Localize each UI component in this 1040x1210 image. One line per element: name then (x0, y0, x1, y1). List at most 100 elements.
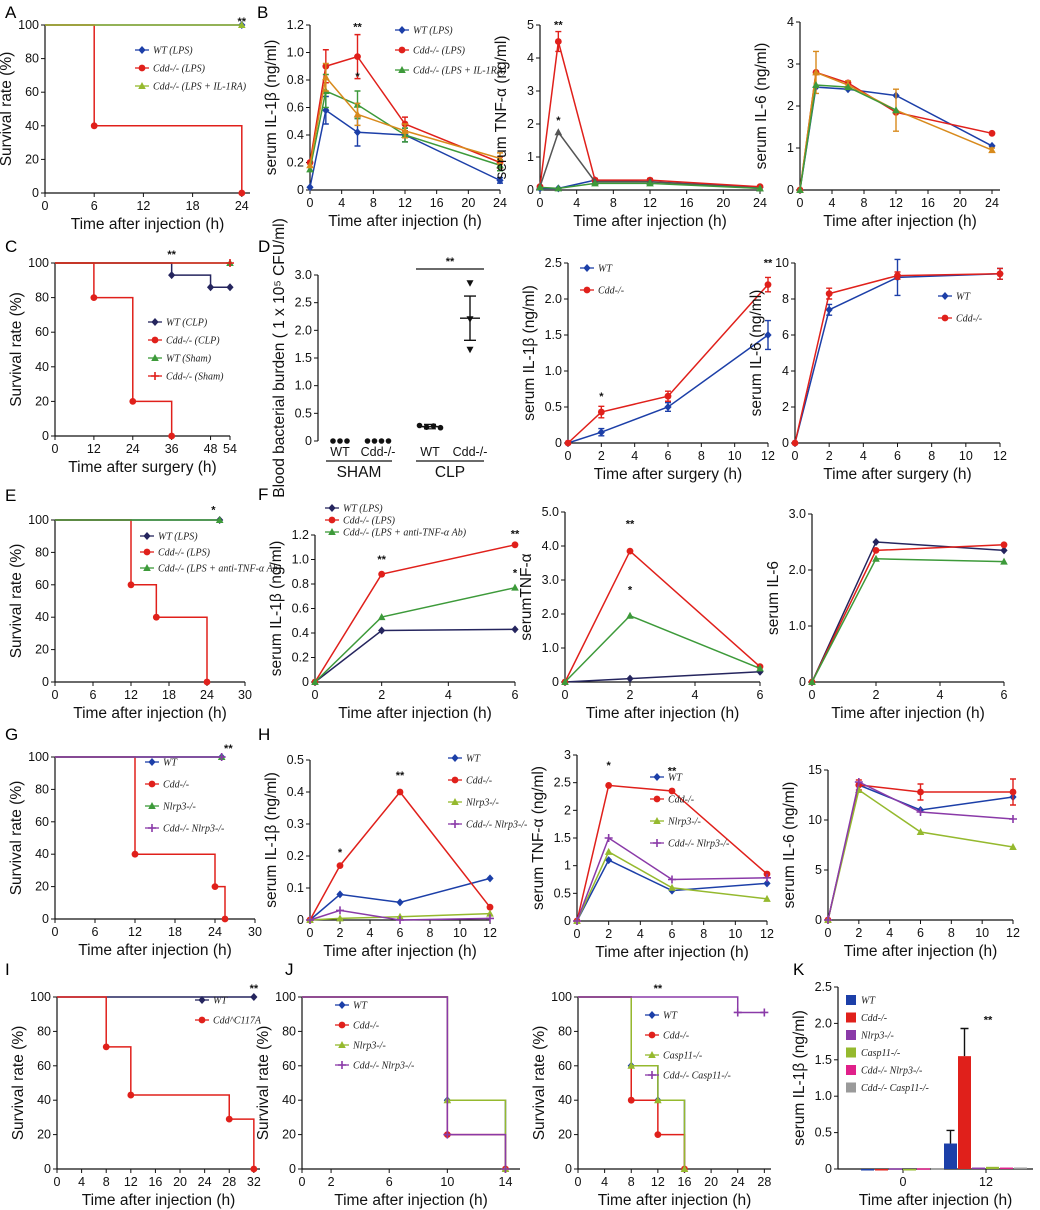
data-point (1009, 843, 1017, 850)
data-point (102, 1043, 110, 1051)
x-tick-label: 6 (669, 927, 676, 941)
legend-label: Cdd-/- (163, 780, 189, 791)
y-tick-label: 40 (35, 610, 49, 624)
x-tick-label: 24 (985, 196, 999, 210)
x-tick-label: 6 (386, 1175, 393, 1189)
series-line (302, 996, 507, 1169)
x-tick-label: 10 (728, 927, 742, 941)
y-tick-label: 0 (44, 1162, 51, 1176)
bar (986, 1166, 999, 1169)
data-point (626, 611, 634, 619)
data-point (763, 879, 771, 888)
significance-mark: * (211, 505, 216, 517)
data-point (322, 73, 330, 81)
x-tick-label: 20 (716, 196, 730, 210)
legend-label: Casp11-/- (861, 1048, 900, 1059)
significance-mark: ** (668, 765, 677, 777)
significance-mark: * (599, 391, 604, 403)
y-tick-label: 0 (799, 675, 806, 689)
data-point (90, 122, 98, 130)
x-tick-label: 0 (809, 688, 816, 702)
data-point (131, 850, 139, 858)
data-point (215, 516, 224, 523)
y-tick-label: 2 (782, 400, 789, 414)
data-point (443, 1130, 452, 1139)
x-tick-label: 6 (757, 688, 764, 702)
data-point (627, 1061, 636, 1069)
y-tick-label: 60 (37, 1059, 51, 1073)
x-tick-label: 0 (825, 926, 832, 940)
x-tick-label: 0 (42, 199, 49, 213)
legend-label: Cdd-/- (598, 286, 624, 297)
y-tick-label: 60 (25, 85, 39, 99)
series (824, 778, 1017, 924)
series (311, 541, 519, 686)
data-point (211, 883, 219, 890)
legend-symbol-marker (143, 548, 151, 556)
x-tick-label: 12 (1006, 926, 1020, 940)
x-tick-label: 36 (165, 442, 179, 456)
y-tick-label: 3.0 (789, 507, 806, 521)
legend-label: Cdd-/- (956, 314, 982, 325)
y-tick-label: 0.4 (287, 785, 304, 799)
y-tick-label: 20 (282, 1128, 296, 1142)
chart-panel-h2: 0 0.5 1 1.5 2 2.5 3 0 2 4 6 8 10 12 Time after injecti… (530, 748, 774, 961)
data-point (664, 403, 672, 411)
data-point (306, 165, 314, 173)
series-line (55, 756, 226, 919)
x-tick-label: 16 (148, 1175, 162, 1189)
y-tick-label: 2.5 (295, 296, 312, 310)
y-tick-label: 1.5 (295, 351, 312, 365)
y-tick-label: 60 (282, 1059, 296, 1073)
series (55, 756, 229, 923)
series (311, 583, 519, 685)
significance-mark: ** (250, 983, 259, 995)
x-axis-label: Time after injection (h) (823, 213, 977, 230)
significance-mark: * (556, 115, 561, 127)
series-line (302, 996, 507, 1169)
y-tick-label: 0.5 (815, 1126, 832, 1140)
y-tick-label: 20 (37, 1128, 51, 1142)
legend-label: Cdd-/- (353, 1021, 379, 1032)
series (302, 996, 510, 1173)
data-point (206, 283, 215, 292)
data-point (812, 81, 820, 88)
y-tick-label: 2.0 (545, 292, 562, 306)
series (564, 276, 772, 447)
series-line (309, 912, 491, 921)
y-tick-label: 80 (25, 52, 39, 66)
x-tick-label: 10 (959, 449, 973, 463)
significance-mark: ** (511, 528, 520, 540)
chart-panel-h1: 0 0.1 0.2 0.3 0.4 0.5 0 2 4 6 8 10 12 Time after inje… (258, 725, 527, 960)
y-tick-label: 40 (558, 1093, 572, 1107)
x-tick-label: 30 (248, 925, 262, 939)
legend-label: Cdd-/- (LPS + anti-TNF-α Ab) (343, 528, 467, 539)
legend-label: Nlrp3-/- (465, 798, 499, 809)
legend-symbol-marker (151, 372, 159, 380)
data-point (437, 424, 444, 431)
y-tick-label: 2.5 (554, 776, 571, 790)
y-tick-label: 0.8 (292, 577, 309, 591)
y-tick-label: 80 (558, 1024, 572, 1038)
legend-label: WT (353, 1001, 368, 1012)
legend-symbol-marker (148, 802, 156, 809)
x-tick-label: 4 (78, 1175, 85, 1189)
y-tick-label: 0 (297, 913, 304, 927)
data-point (396, 916, 404, 924)
x-tick-label: 12 (483, 926, 497, 940)
x-tick-label: 2 (605, 927, 612, 941)
significance-mark: * (628, 585, 633, 597)
y-tick-label: 0 (527, 183, 534, 197)
data-point (168, 432, 176, 440)
legend-swatch (846, 1082, 856, 1093)
y-tick-label: 2.0 (789, 563, 806, 577)
data-point (416, 422, 423, 429)
series (573, 847, 771, 924)
x-tick-label: 2 (855, 926, 862, 940)
legend-label: WT (861, 996, 876, 1007)
legend-label: Cdd-/- Nlrp3-/- (668, 839, 729, 850)
x-tick-label: 2 (873, 688, 880, 702)
data-point (872, 547, 880, 554)
data-point (756, 664, 764, 672)
significance-mark: ** (764, 258, 773, 270)
